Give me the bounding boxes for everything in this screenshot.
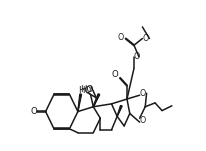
Text: O: O: [139, 89, 145, 98]
Text: O: O: [133, 52, 139, 61]
Text: O: O: [141, 34, 148, 43]
Polygon shape: [77, 94, 81, 112]
Text: O: O: [139, 116, 145, 125]
Text: HO: HO: [78, 86, 91, 95]
Polygon shape: [117, 105, 122, 116]
Text: HO: HO: [79, 85, 92, 94]
Polygon shape: [93, 94, 99, 107]
Text: O: O: [111, 70, 118, 79]
Text: O: O: [31, 107, 37, 116]
Text: O: O: [117, 33, 123, 42]
